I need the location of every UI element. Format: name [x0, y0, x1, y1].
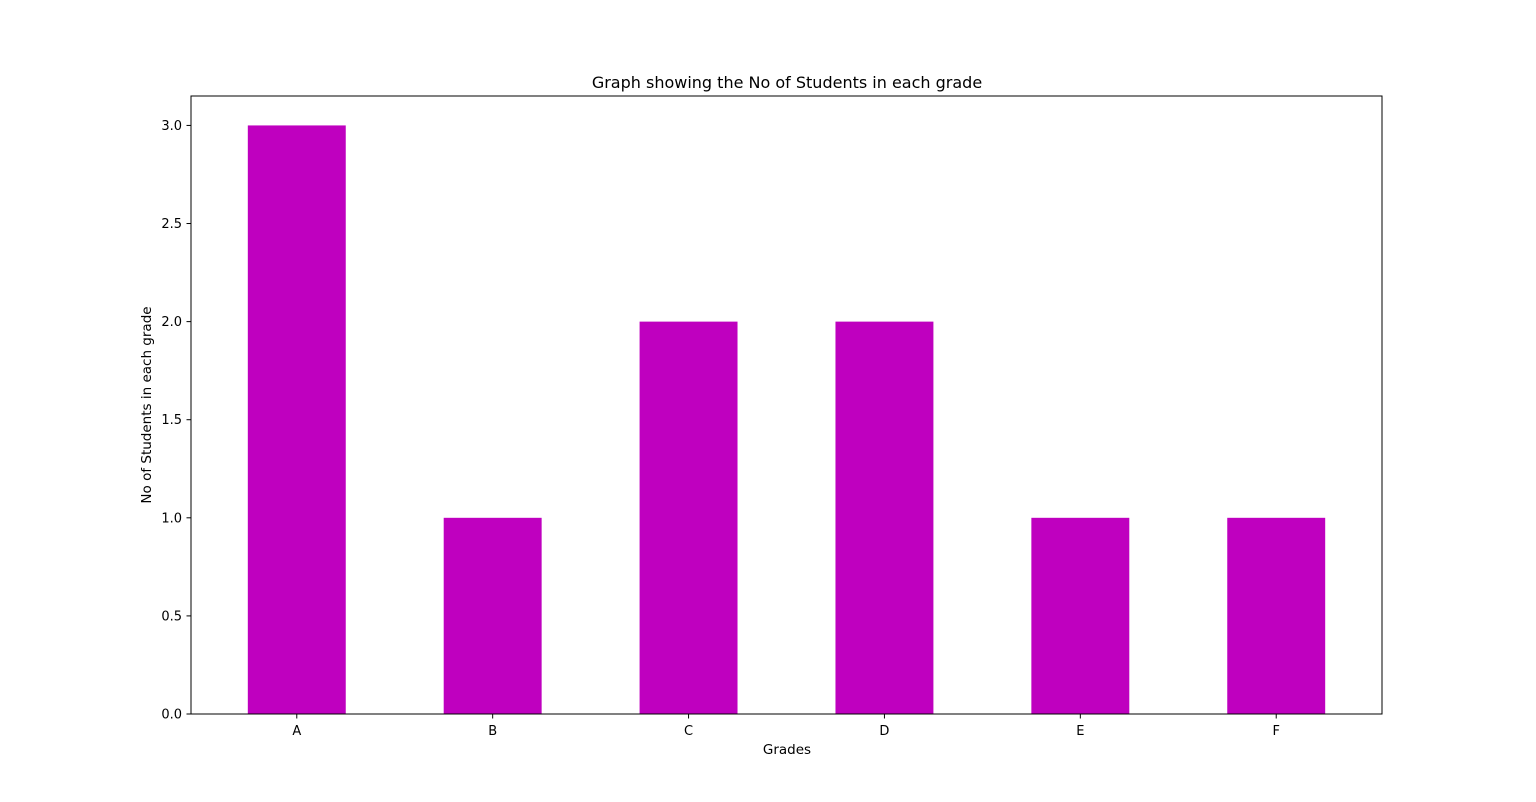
y-tick-label: 0.0	[161, 708, 182, 723]
x-tick-label: C	[684, 724, 693, 739]
x-tick-label: D	[879, 724, 889, 739]
chart-title: Graph showing the No of Students in each…	[592, 73, 982, 92]
y-tick-label: 3.0	[161, 119, 182, 134]
x-axis-ticks: A B C D E F	[292, 714, 1280, 739]
y-tick-label: 1.5	[161, 413, 182, 428]
bar-D	[835, 321, 934, 714]
x-tick-label: A	[292, 724, 301, 739]
x-tick-label: F	[1272, 724, 1279, 739]
y-tick-label: 2.5	[161, 217, 182, 232]
bar-B	[443, 517, 542, 714]
y-axis-label: No of Students in each grade	[139, 306, 155, 503]
bar-E	[1031, 517, 1130, 714]
bar-F	[1227, 517, 1326, 714]
y-tick-label: 2.0	[161, 315, 182, 330]
bar-C	[639, 321, 738, 714]
x-axis-label: Grades	[763, 742, 811, 758]
bars-group	[247, 125, 1326, 715]
x-tick-label: E	[1076, 724, 1084, 739]
y-tick-label: 1.0	[161, 511, 182, 526]
y-axis-ticks: 0.0 0.5 1.0 1.5 2.0 2.5 3.0	[161, 119, 191, 723]
plot-frame	[190, 95, 1383, 715]
bar-A	[247, 125, 346, 715]
x-tick-label: B	[488, 724, 497, 739]
y-tick-label: 0.5	[161, 609, 182, 624]
